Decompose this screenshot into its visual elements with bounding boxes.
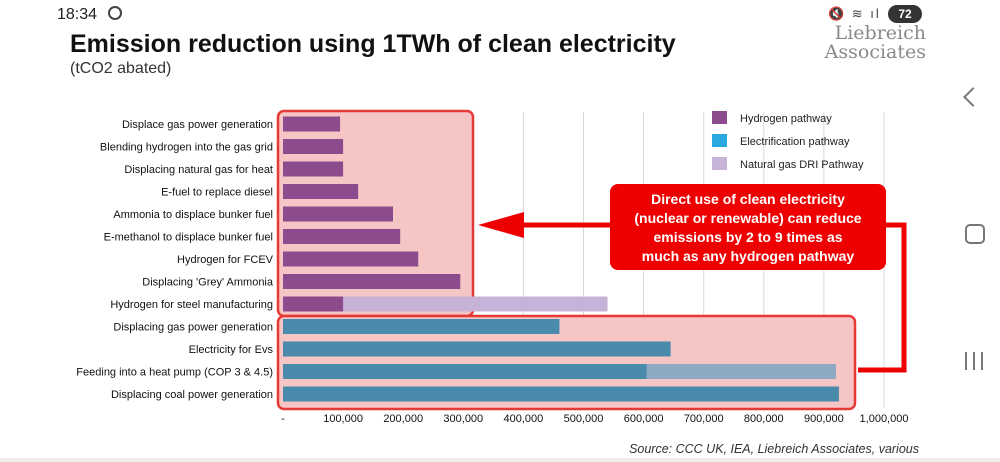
category-label: Blending hydrogen into the gas grid xyxy=(100,142,273,154)
recent-apps-icon[interactable] xyxy=(962,352,986,370)
x-tick-label: 100,000 xyxy=(323,413,363,425)
x-tick-label: 400,000 xyxy=(504,413,544,425)
category-label: Displacing gas power generation xyxy=(113,322,273,334)
legend-swatch xyxy=(712,111,727,124)
x-tick-label: 500,000 xyxy=(564,413,604,425)
x-tick-label: 900,000 xyxy=(804,413,844,425)
bar-hydrogen xyxy=(283,206,393,222)
x-tick-label: 700,000 xyxy=(684,413,724,425)
bar-electrification xyxy=(283,341,671,357)
x-tick-label: 600,000 xyxy=(624,413,664,425)
slide-title: Emission reduction using 1TWh of clean e… xyxy=(70,30,676,58)
bar-electrification xyxy=(283,386,839,402)
signal-icons: 🔇 ≋ ıl xyxy=(828,6,881,21)
bar-hydrogen xyxy=(283,184,359,199)
legend-swatch xyxy=(712,157,727,170)
legend-swatch xyxy=(712,134,727,147)
legend: Hydrogen pathway Electrification pathway N… xyxy=(712,111,864,171)
category-label: Ammonia to displace bunker fuel xyxy=(113,209,273,221)
bar-electrification xyxy=(283,364,647,379)
callout-text-line: (nuclear or renewable) can reduce xyxy=(634,210,861,226)
x-tick-label: 200,000 xyxy=(383,413,423,425)
bar-dri xyxy=(283,296,608,312)
brand-line1: Liebreich xyxy=(834,22,926,44)
category-label: Displacing natural gas for heat xyxy=(124,164,273,176)
callout-text-line: Direct use of clean electricity xyxy=(651,191,845,207)
bar-hydrogen xyxy=(283,296,344,312)
category-label: Electricity for Evs xyxy=(189,344,274,356)
legend-entry: Electrification pathway xyxy=(740,136,850,148)
x-tick-label: - xyxy=(281,413,285,425)
callout-connector xyxy=(858,222,907,373)
bar-hydrogen xyxy=(283,116,341,132)
bar-hydrogen xyxy=(283,161,344,177)
category-label: Feeding into a heat pump (COP 3 & 4.5) xyxy=(76,367,273,379)
electrification-highlight-box xyxy=(276,314,857,411)
x-tick-label: 300,000 xyxy=(443,413,483,425)
status-time: 18:34 xyxy=(57,6,98,23)
whatsapp-icon xyxy=(108,6,122,20)
category-label: Hydrogen for steel manufacturing xyxy=(110,299,273,311)
x-tick-label: 800,000 xyxy=(744,413,784,425)
bar-hydrogen xyxy=(283,229,401,244)
legend-entry: Natural gas DRI Pathway xyxy=(740,159,864,171)
category-label: Displacing 'Grey' Ammonia xyxy=(142,277,274,289)
home-nav-icon[interactable] xyxy=(965,224,985,244)
bottom-divider xyxy=(0,458,1000,462)
callout-text-line: much as any hydrogen pathway xyxy=(642,248,855,264)
status-bar: 18:34 🔇 ≋ ıl 72 xyxy=(0,0,1000,30)
slide-subtitle: (tCO2 abated) xyxy=(70,60,172,77)
callout-arrow-head xyxy=(478,212,524,238)
bar-hydrogen xyxy=(283,139,344,154)
legend-entry: Hydrogen pathway xyxy=(740,113,832,125)
x-tick-label: 1,000,000 xyxy=(860,413,909,425)
category-label: E-fuel to replace diesel xyxy=(161,187,273,199)
callout-text-line: emissions by 2 to 9 times as xyxy=(653,229,842,245)
category-label: E-methanol to displace bunker fuel xyxy=(104,232,273,244)
bar-hydrogen xyxy=(283,251,419,267)
callout: Direct use of clean electricity (nuclear … xyxy=(478,184,907,373)
bar-electrification xyxy=(283,319,560,334)
category-label: Displacing coal power generation xyxy=(111,389,273,401)
brand-logo: Liebreich Associates xyxy=(806,24,926,62)
bar-hydrogen xyxy=(283,274,461,289)
battery-indicator: 72 xyxy=(888,5,922,23)
x-axis-ticks: - 100,000 200,000 300,000 400,000 500,000 600,… xyxy=(281,413,908,425)
source-note: Source: CCC UK, IEA, Liebreich Associate… xyxy=(629,442,919,456)
category-label: Hydrogen for FCEV xyxy=(177,254,274,266)
callout-box xyxy=(610,184,886,270)
category-labels: Displace gas power generation Blending hy… xyxy=(76,119,274,401)
category-label: Displace gas power generation xyxy=(122,119,273,131)
brand-line2: Associates xyxy=(824,41,926,63)
bars xyxy=(283,116,839,402)
